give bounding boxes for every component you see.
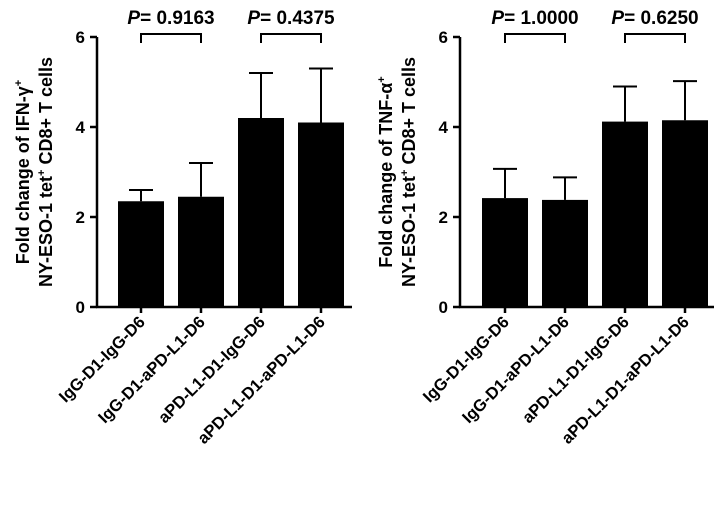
right-y-axis-label-line2: NY-ESO-1 tet+ CD8+ T cells (399, 57, 419, 287)
left-bar-chart: 0246IgG-D1-IgG-D6IgG-D1-aPD-L1-D6aPD-L1-… (56, 8, 352, 448)
right-category-label: aPD-L1-D1-IgG-D6 (519, 313, 633, 427)
left-bar (238, 118, 284, 307)
left-significance-bracket (140, 33, 202, 43)
right-bar-chart: 0246IgG-D1-IgG-D6IgG-D1-aPD-L1-D6aPD-L1-… (420, 8, 714, 448)
right-category-label: aPD-L1-D1-aPD-L1-D6 (558, 313, 693, 448)
left-category-label: aPD-L1-D1-IgG-D6 (155, 313, 269, 427)
right-bar (602, 121, 648, 307)
left-p-value-label: P= 0.4375 (247, 8, 335, 29)
right-p-value-label: P= 1.0000 (491, 8, 578, 29)
left-significance-bracket (260, 33, 322, 43)
left-y-axis-label-line2: NY-ESO-1 tet+ CD8+ T cells (36, 57, 56, 287)
left-y-axis-label: Fold change of IFN-γ+ NY-ESO-1 tet+ CD8+… (13, 57, 56, 287)
right-significance-bracket (624, 33, 686, 43)
right-y-tick-label: 4 (439, 118, 449, 137)
left-y-tick-label: 0 (76, 298, 85, 317)
left-y-tick-label: 4 (76, 118, 86, 137)
left-p-value-label: P= 0.9163 (127, 8, 214, 29)
left-bar (298, 122, 344, 307)
left-category-label: aPD-L1-D1-aPD-L1-D6 (194, 313, 329, 448)
right-category-label: IgG-D1-aPD-L1-D6 (459, 313, 573, 427)
right-significance-bracket (504, 33, 566, 43)
left-y-tick-label: 6 (76, 28, 85, 47)
right-bar (662, 120, 708, 307)
right-p-value-label: P= 0.6250 (611, 8, 698, 29)
left-bar (178, 196, 224, 307)
left-y-axis-label-line1: Fold change of IFN-γ+ (13, 80, 33, 264)
right-y-tick-label: 6 (439, 28, 448, 47)
right-bar (542, 199, 588, 307)
left-y-tick-label: 2 (76, 208, 85, 227)
right-y-axis-label: Fold change of TNF-α+ NY-ESO-1 tet+ CD8+… (376, 57, 419, 287)
left-category-label: IgG-D1-aPD-L1-D6 (95, 313, 209, 427)
right-y-axis-label-line1: Fold change of TNF-α+ (376, 76, 396, 267)
right-y-tick-label: 2 (439, 208, 448, 227)
right-y-tick-label: 0 (439, 298, 448, 317)
right-bar (482, 198, 528, 307)
left-bar (118, 201, 164, 307)
